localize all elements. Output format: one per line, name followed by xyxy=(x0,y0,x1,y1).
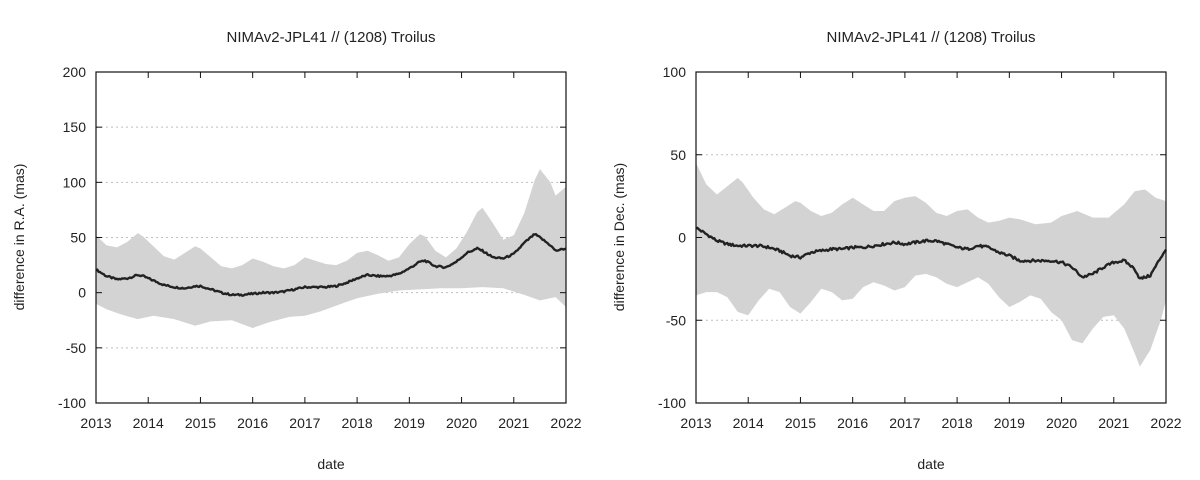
ra-uncertainty-band xyxy=(96,169,566,328)
dec-chart: 2013 2014 2015 2016 2017 2018 2019 2020 2021 2022… xyxy=(611,29,1182,472)
dec-x-tick-label: 2016 xyxy=(837,415,868,431)
ra-y-tick-label: -50 xyxy=(66,340,86,356)
ra-difference-line xyxy=(95,233,567,297)
dec-y-tick-label: -50 xyxy=(666,312,686,328)
dec-x-tick-label: 2015 xyxy=(785,415,816,431)
dec-x-tick-label: 2013 xyxy=(680,415,711,431)
dec-difference-line xyxy=(695,226,1167,280)
ra-x-tick-label: 2021 xyxy=(498,415,529,431)
ra-x-tick-label: 2015 xyxy=(185,415,216,431)
dec-y-tick-label: -100 xyxy=(658,395,686,411)
ra-chart: 2013 2014 2015 2016 2017 2018 2019 2020 2021 2022… xyxy=(11,29,582,472)
ra-y-tick-label: 0 xyxy=(78,285,86,301)
ra-y-tick-label: 50 xyxy=(70,230,86,246)
dec-y-tick-label: 0 xyxy=(678,230,686,246)
dec-x-tick-label: 2018 xyxy=(942,415,973,431)
ra-y-tick-label: 200 xyxy=(63,64,87,80)
ra-x-tick-label: 2019 xyxy=(394,415,425,431)
dec-x-tick-label: 2014 xyxy=(733,415,764,431)
dec-x-tick-label: 2020 xyxy=(1046,415,1077,431)
ra-x-tick-label: 2020 xyxy=(446,415,477,431)
dec-y-tick-label: 50 xyxy=(670,147,686,163)
ra-x-tick-label: 2022 xyxy=(550,415,581,431)
dec-x-axis-label: date xyxy=(917,456,944,472)
ra-ticks: 2013 2014 2015 2016 2017 2018 2019 2020 2021 2022… xyxy=(58,64,582,431)
dec-uncertainty-band xyxy=(696,163,1166,367)
ra-x-tick-label: 2014 xyxy=(133,415,164,431)
ra-x-tick-label: 2016 xyxy=(237,415,268,431)
ra-chart-title: NIMAv2-JPL41 // (1208) Troilus xyxy=(227,29,436,46)
ra-y-axis-label: difference in R.A. (mas) xyxy=(11,164,27,311)
ra-y-tick-label: -100 xyxy=(58,395,86,411)
ra-x-tick-label: 2018 xyxy=(342,415,373,431)
ra-x-tick-label: 2017 xyxy=(289,415,320,431)
dec-x-tick-label: 2017 xyxy=(889,415,920,431)
ra-x-axis-label: date xyxy=(317,456,344,472)
ra-y-tick-label: 150 xyxy=(63,119,87,135)
dec-x-tick-label: 2022 xyxy=(1150,415,1181,431)
dec-x-tick-label: 2019 xyxy=(994,415,1025,431)
dec-x-tick-label: 2021 xyxy=(1098,415,1129,431)
dec-y-axis-label: difference in Dec. (mas) xyxy=(611,163,627,311)
dec-y-tick-label: 100 xyxy=(663,64,687,80)
ra-y-tick-label: 100 xyxy=(63,174,87,190)
dec-chart-title: NIMAv2-JPL41 // (1208) Troilus xyxy=(827,29,1036,46)
dec-ticks: 2013 2014 2015 2016 2017 2018 2019 2020 2021 2022… xyxy=(658,64,1182,431)
ra-x-tick-label: 2013 xyxy=(80,415,111,431)
